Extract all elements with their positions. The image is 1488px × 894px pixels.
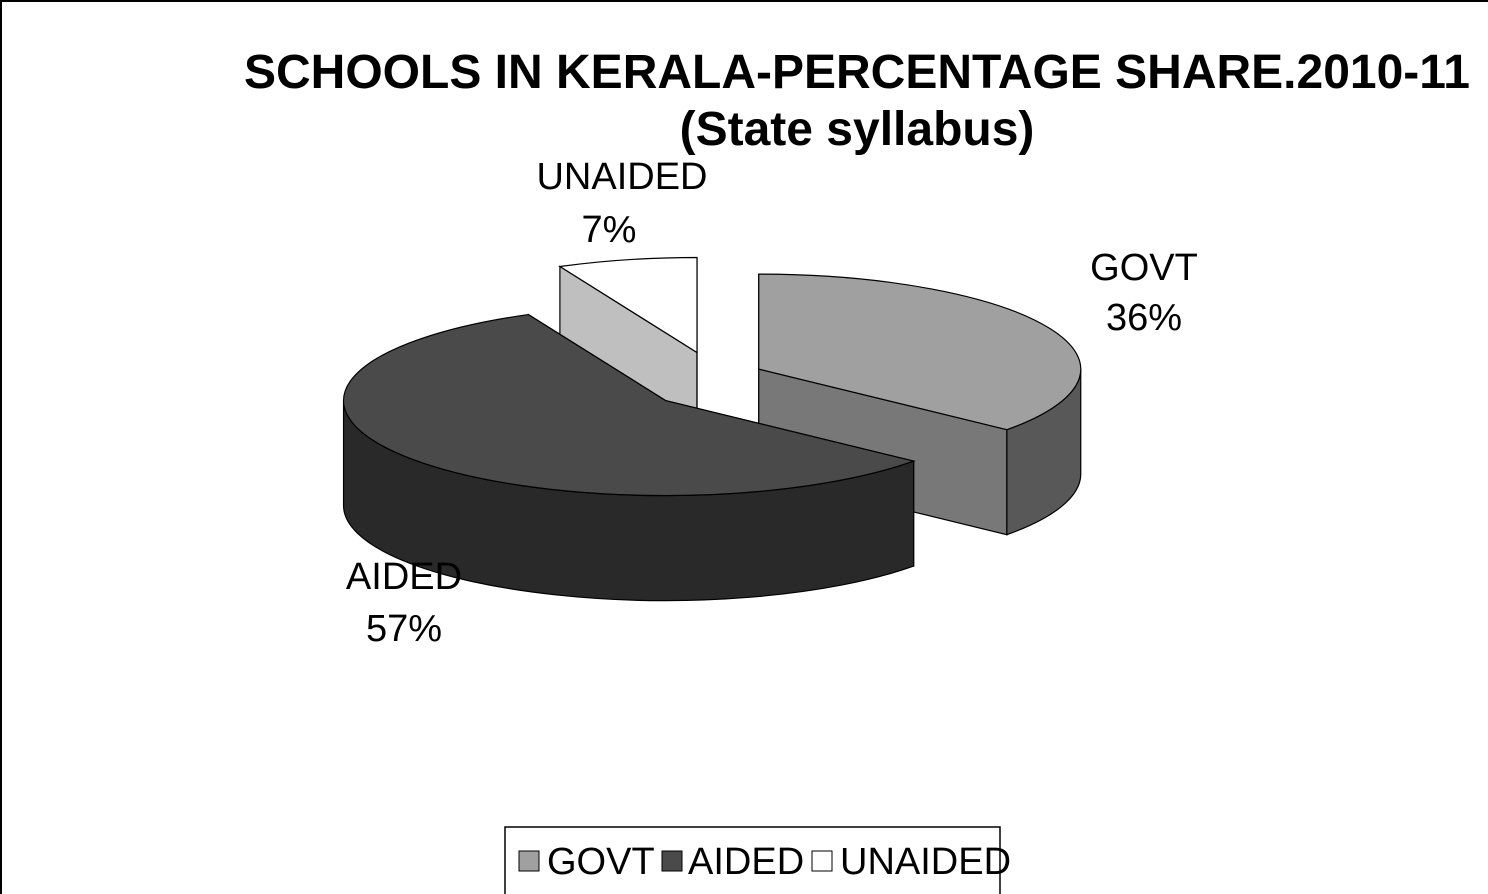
slice-top-govt	[758, 273, 1082, 431]
data-label-unaided-name: UNAIDED	[536, 156, 707, 198]
legend-label-govt: GOVT	[547, 841, 655, 883]
data-label-aided-name: AIDED	[346, 556, 462, 598]
pie-slices	[342, 256, 1082, 602]
chart-subtitle: (State syllabus)	[680, 103, 1035, 156]
legend-box	[504, 826, 1001, 894]
data-label-govt-name: GOVT	[1090, 247, 1198, 289]
legend-label-aided: AIDED	[688, 841, 804, 883]
slice-top-aided	[342, 313, 916, 497]
legend-swatch-aided	[661, 850, 683, 872]
legend-swatch-unaided	[811, 850, 833, 872]
data-label-aided-value: 57%	[366, 608, 442, 650]
data-label-govt-value: 36%	[1106, 297, 1182, 339]
legend-label-unaided: UNAIDED	[840, 841, 1011, 883]
legend: GOVT AIDED UNAIDED	[504, 826, 1011, 894]
slice-top-unaided	[558, 256, 698, 354]
legend-swatch-govt	[518, 850, 540, 872]
data-label-unaided-value: 7%	[582, 209, 637, 251]
chart-title: SCHOOLS IN KERALA-PERCENTAGE SHARE.2010-…	[244, 46, 1470, 99]
